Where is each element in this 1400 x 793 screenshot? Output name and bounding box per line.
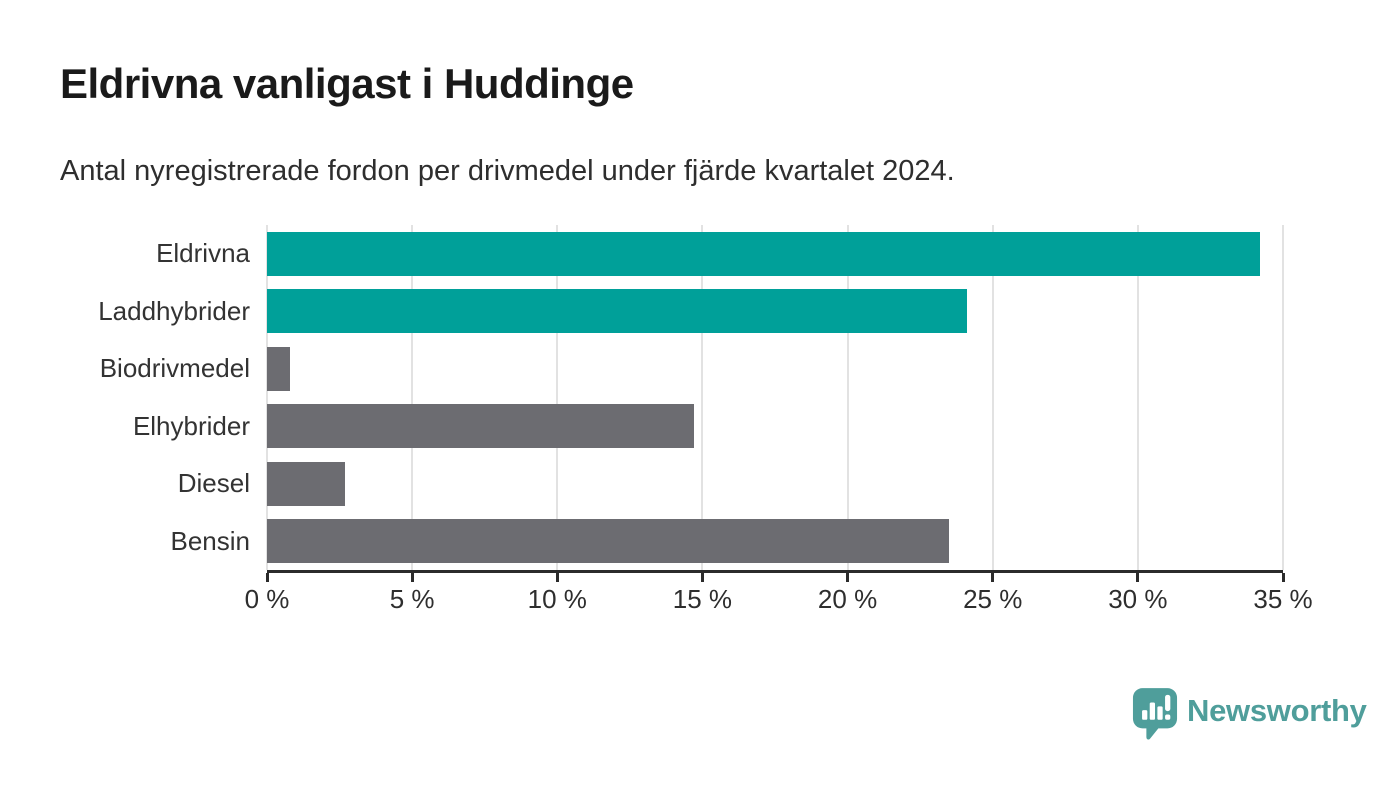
bar-row: Eldrivna — [156, 225, 1283, 283]
bar-row: Diesel — [178, 455, 1283, 513]
gridline — [556, 225, 559, 570]
bar-eldrivna — [267, 231, 1260, 276]
category-label: Elhybrider — [132, 410, 250, 441]
axis-tick-label: 10 % — [527, 584, 587, 614]
axis-tick — [991, 573, 995, 582]
newsworthy-logo-text: Newsworthy — [1187, 693, 1367, 728]
bar-biodrivmedel — [267, 346, 291, 391]
logo-bar-tall — [1149, 702, 1155, 720]
bar-elhybrider — [267, 404, 694, 449]
category-label: Eldrivna — [156, 238, 250, 268]
gridline — [266, 225, 268, 570]
axis-tick — [1136, 573, 1140, 582]
axis-tick-label: 25 % — [963, 584, 1023, 614]
chart-subtitle: Antal nyregistrerade fordon per drivmede… — [60, 155, 955, 187]
bar-row: Biodrivmedel — [100, 340, 1283, 398]
bar-diesel — [267, 461, 346, 506]
gridline — [1282, 225, 1284, 570]
logo-exclamation-dot — [1165, 714, 1171, 720]
axis-tick-label: 0 % — [244, 584, 290, 614]
bar-row: Laddhybrider — [98, 283, 1283, 341]
logo-bar-medium — [1157, 706, 1163, 720]
category-label: Diesel — [177, 468, 250, 498]
logo-exclamation-line — [1165, 694, 1171, 712]
axis-tick-label: 30 % — [1108, 584, 1168, 614]
bar-bensin — [267, 519, 950, 564]
axis-tick-label: 35 % — [1253, 584, 1313, 614]
chart-title: Eldrivna vanligast i Huddinge — [60, 60, 634, 107]
axis-tick-label: 15 % — [672, 584, 733, 614]
bar-chart-plot: 0 % 5 % 10 % 15 % 20 % 25 % 30 % 35 % Eldrivna La… — [98, 225, 1313, 614]
axis-tick-label: 20 % — [817, 584, 878, 614]
axis-tick — [1281, 573, 1285, 582]
axis-tick-label: 5 % — [389, 584, 435, 614]
gridline — [1136, 225, 1139, 570]
bar-laddhybrider — [267, 289, 967, 334]
newsworthy-logo: Newsworthy — [1132, 687, 1367, 741]
bar-row: Elhybrider — [133, 398, 1283, 456]
axis-tick — [265, 573, 269, 582]
newsworthy-logo-icon — [1132, 688, 1178, 740]
axis-tick — [846, 573, 850, 582]
gridline — [701, 225, 704, 570]
category-label: Biodrivmedel — [99, 353, 250, 383]
category-label: Bensin — [170, 525, 251, 556]
axis-tick — [410, 573, 414, 582]
logo-bar-small — [1142, 710, 1148, 720]
axis-tick — [700, 573, 704, 582]
gridline — [991, 225, 994, 570]
gridline — [411, 225, 414, 570]
gridline — [846, 225, 849, 570]
bar-row: Bensin — [171, 513, 1283, 571]
category-label: Laddhybrider — [98, 295, 250, 326]
axis-tick — [555, 573, 559, 582]
